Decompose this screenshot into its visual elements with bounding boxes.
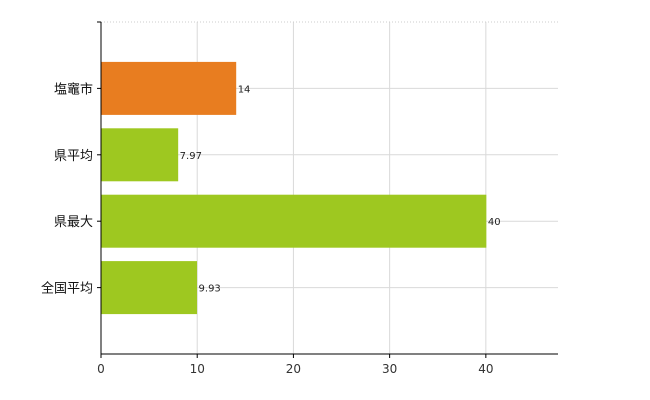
bar-4 <box>101 261 198 315</box>
x-tick-label-20: 20 <box>286 362 301 376</box>
data-label-2: 7.97 <box>180 151 202 162</box>
category-label-2: 県平均 <box>54 149 93 164</box>
x-tick-label-10: 10 <box>190 362 205 376</box>
category-label-1: 塩竈市 <box>54 81 93 97</box>
data-label-3: 40 <box>488 217 501 228</box>
label-layer: 14 塩竈市 7.97 県平均 40 県最大 9.93 全国平均 0 10 20 30 40 <box>41 81 501 376</box>
data-label-4: 9.93 <box>199 284 221 295</box>
bar-layer <box>101 61 487 315</box>
category-label-3: 県最大 <box>54 215 93 230</box>
x-tick-label-30: 30 <box>382 362 397 376</box>
x-tick-label-40: 40 <box>478 362 493 376</box>
data-label-1: 14 <box>238 84 251 95</box>
axis-layer <box>97 21 558 358</box>
x-tick-label-0: 0 <box>97 362 105 376</box>
bar-2 <box>101 128 179 182</box>
bar-1 <box>101 61 237 115</box>
category-label-4: 全国平均 <box>41 281 93 297</box>
bar-3 <box>101 194 487 248</box>
